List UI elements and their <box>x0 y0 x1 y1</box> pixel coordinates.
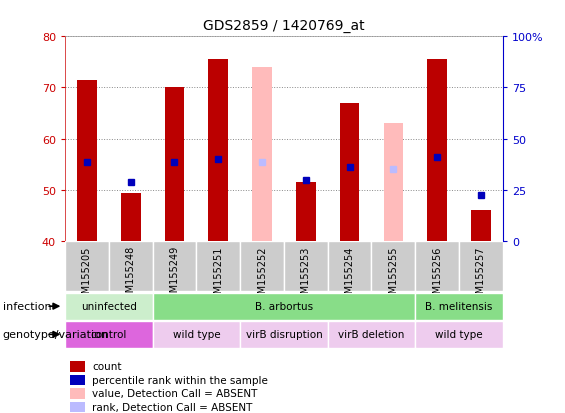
Text: GSM155251: GSM155251 <box>213 246 223 305</box>
Text: B. melitensis: B. melitensis <box>425 301 493 312</box>
Text: GSM155257: GSM155257 <box>476 246 486 305</box>
Text: genotype/variation: genotype/variation <box>3 330 109 339</box>
Bar <box>65 321 153 348</box>
Text: count: count <box>92 361 122 371</box>
Bar <box>240 321 328 348</box>
Text: control: control <box>90 329 127 339</box>
Bar <box>459 242 503 291</box>
Bar <box>153 242 197 291</box>
Text: wild type: wild type <box>435 329 483 339</box>
Text: GSM155252: GSM155252 <box>257 246 267 305</box>
Bar <box>121 193 141 242</box>
Bar <box>427 60 447 242</box>
Text: value, Detection Call = ABSENT: value, Detection Call = ABSENT <box>92 388 258 398</box>
Bar <box>240 242 284 291</box>
Bar <box>328 242 372 291</box>
Text: virB disruption: virB disruption <box>246 329 322 339</box>
Bar <box>153 293 415 320</box>
Bar <box>208 60 228 242</box>
Bar <box>415 293 503 320</box>
Text: GSM155249: GSM155249 <box>170 246 180 305</box>
Bar <box>70 375 85 385</box>
Text: wild type: wild type <box>172 329 220 339</box>
Bar <box>70 401 85 413</box>
Text: virB deletion: virB deletion <box>338 329 405 339</box>
Bar <box>415 321 503 348</box>
Bar <box>70 361 85 372</box>
Bar <box>65 242 109 291</box>
Bar <box>340 104 359 242</box>
Text: GSM155248: GSM155248 <box>125 246 136 305</box>
Text: GSM155256: GSM155256 <box>432 246 442 305</box>
Bar <box>108 242 153 291</box>
Text: GSM155205: GSM155205 <box>82 246 92 305</box>
Bar <box>372 242 415 291</box>
Text: GSM155254: GSM155254 <box>345 246 355 305</box>
Text: infection: infection <box>3 301 51 311</box>
Bar <box>384 124 403 242</box>
Bar <box>252 68 272 242</box>
Bar <box>153 321 240 348</box>
Text: uninfected: uninfected <box>81 301 137 312</box>
Bar <box>284 242 328 291</box>
Bar <box>328 321 415 348</box>
Text: GSM155255: GSM155255 <box>388 246 398 305</box>
Text: rank, Detection Call = ABSENT: rank, Detection Call = ABSENT <box>92 402 253 412</box>
Bar <box>197 242 240 291</box>
Bar <box>471 211 491 242</box>
Bar <box>70 388 85 399</box>
Bar <box>65 293 153 320</box>
Title: GDS2859 / 1420769_at: GDS2859 / 1420769_at <box>203 19 365 33</box>
Bar <box>77 81 97 242</box>
Text: percentile rank within the sample: percentile rank within the sample <box>92 375 268 385</box>
Text: GSM155253: GSM155253 <box>301 246 311 305</box>
Text: B. arbortus: B. arbortus <box>255 301 313 312</box>
Bar <box>415 242 459 291</box>
Bar <box>296 183 316 242</box>
Bar <box>164 88 184 242</box>
